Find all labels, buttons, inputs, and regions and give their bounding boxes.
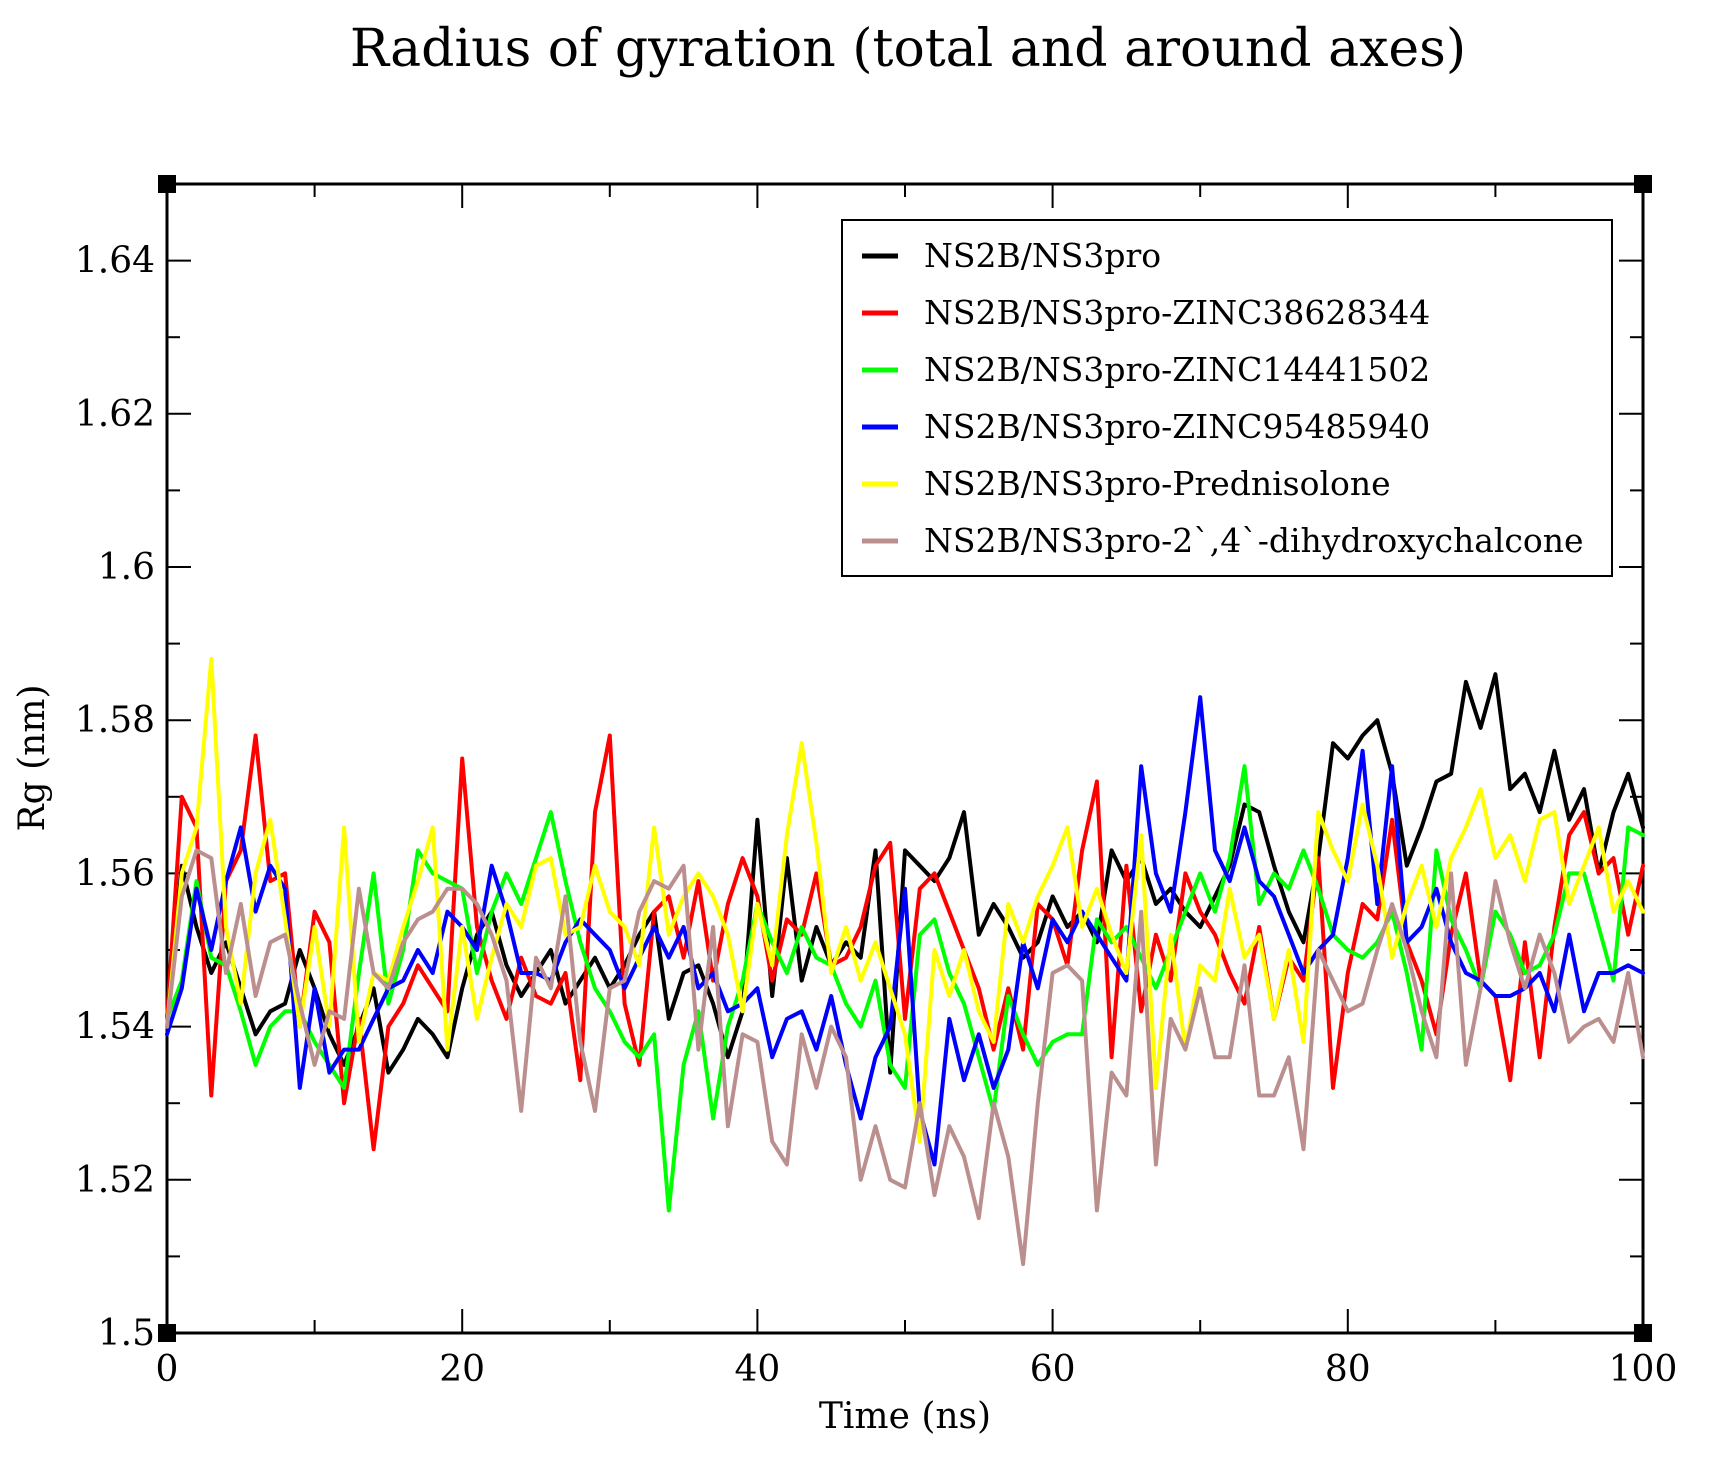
series-line-5 (165, 656, 1645, 1144)
y-tick-label: 1.6 (98, 547, 155, 588)
legend-label: NS2B/NS3pro-ZINC14441502 (924, 350, 1430, 389)
x-tick-label: 40 (734, 1349, 780, 1390)
x-tick-label: 20 (439, 1349, 485, 1390)
legend-label: NS2B/NS3pro-2`,4`-dihydroxychalcone (924, 521, 1584, 560)
legend-box (841, 219, 1613, 577)
series-line-2 (165, 733, 1645, 1152)
legend-label: NS2B/NS3pro-ZINC95485940 (924, 407, 1430, 446)
series-line-6 (165, 848, 1645, 1267)
legend-label: NS2B/NS3pro-ZINC38628344 (924, 293, 1430, 332)
chart-title: Radius of gyration (total and around axe… (350, 19, 1466, 79)
y-tick-label: 1.56 (75, 853, 155, 894)
legend: NS2B/NS3pro NS2B/NS3pro-ZINC38628344 NS2B/… (841, 219, 1613, 577)
y-tick-label: 1.52 (75, 1160, 155, 1201)
y-tick-label: 1.58 (75, 700, 155, 741)
legend-label: NS2B/NS3pro-Prednisolone (924, 464, 1391, 503)
axis-ticks (166, 183, 1644, 1334)
legend-items: NS2B/NS3pro NS2B/NS3pro-ZINC38628344 NS2B/… (862, 236, 1584, 560)
x-tick-label: 80 (1325, 1349, 1371, 1390)
y-tick-label: 1.5 (98, 1313, 155, 1354)
x-tick-label: 100 (1609, 1349, 1678, 1390)
legend-label: NS2B/NS3pro (924, 236, 1161, 275)
y-tick-label: 1.62 (75, 394, 155, 435)
y-tick-label: 1.64 (75, 241, 155, 282)
x-tick-label: 0 (156, 1349, 179, 1390)
series-lines (165, 656, 1645, 1267)
y-tick-label: 1.54 (75, 1007, 155, 1048)
x-tick-label: 60 (1030, 1349, 1076, 1390)
series-line-4 (165, 695, 1645, 1167)
series-line-3 (165, 764, 1645, 1213)
x-axis-label: Time (ns) (819, 1396, 991, 1437)
axis-tick-labels: 0 20 40 60 80 100 1.5 1.52 1.54 1.56 1.58 1.6 1.62 1.… (75, 241, 1678, 1390)
y-axis-label: Rg (nm) (12, 684, 53, 831)
